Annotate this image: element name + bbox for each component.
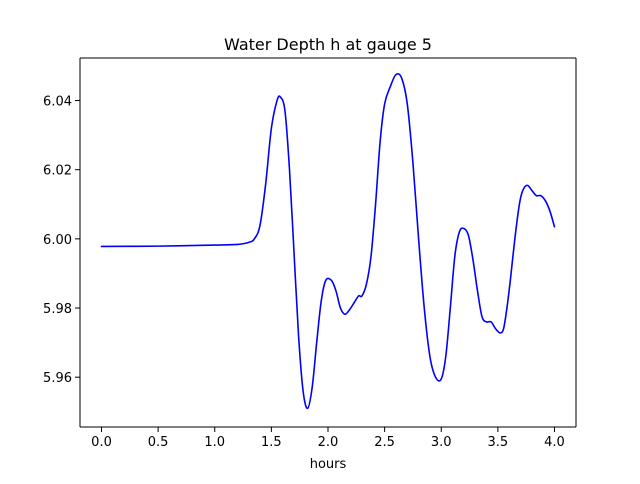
y-tick-label: 5.98 (43, 302, 72, 317)
y-tick-label: 6.04 (43, 95, 72, 110)
series-line-0 (100, 72, 556, 410)
x-tick-label: 2.5 (374, 435, 395, 450)
chart-title: Water Depth h at gauge 5 (224, 35, 432, 54)
x-tick-label: 3.5 (488, 435, 509, 450)
x-tick-label: 2.0 (318, 435, 339, 450)
x-tick-label: 0.5 (148, 435, 169, 450)
x-axis-label: hours (310, 457, 347, 472)
plot-area: 0.0 0.5 1.0 1.5 2.0 2.5 3.0 3.5 4.0 5.96 5.98 6.00 6… (43, 57, 577, 450)
x-tick-label: 4.0 (544, 435, 565, 450)
y-tick-label: 5.96 (43, 371, 72, 386)
x-tick-label: 0.0 (91, 435, 112, 450)
x-tick-label: 1.0 (204, 435, 225, 450)
y-tick-label: 6.00 (43, 233, 72, 248)
y-tick-label: 6.02 (43, 164, 72, 179)
x-tick-label: 3.0 (431, 435, 452, 450)
x-tick-label: 1.5 (261, 435, 282, 450)
